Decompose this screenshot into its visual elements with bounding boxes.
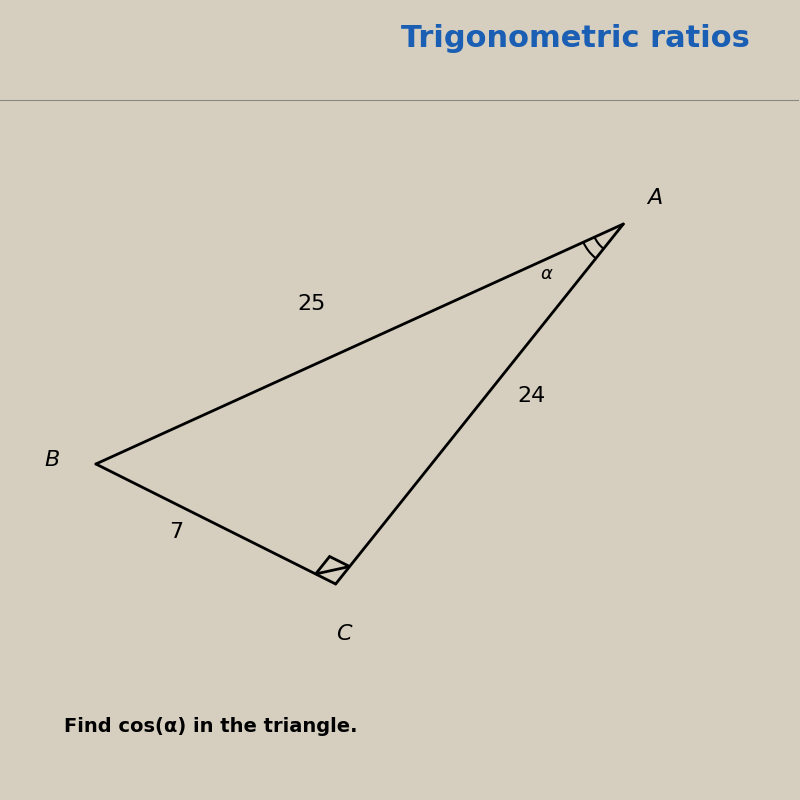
- Text: α: α: [540, 265, 552, 283]
- Text: 7: 7: [169, 522, 183, 542]
- Text: C: C: [336, 624, 351, 644]
- Text: B: B: [45, 450, 60, 470]
- Text: A: A: [647, 188, 662, 208]
- Text: Trigonometric ratios: Trigonometric ratios: [401, 24, 750, 53]
- Text: 25: 25: [298, 294, 326, 314]
- Text: Find cos(α) in the triangle.: Find cos(α) in the triangle.: [64, 717, 358, 736]
- Text: 24: 24: [518, 386, 546, 406]
